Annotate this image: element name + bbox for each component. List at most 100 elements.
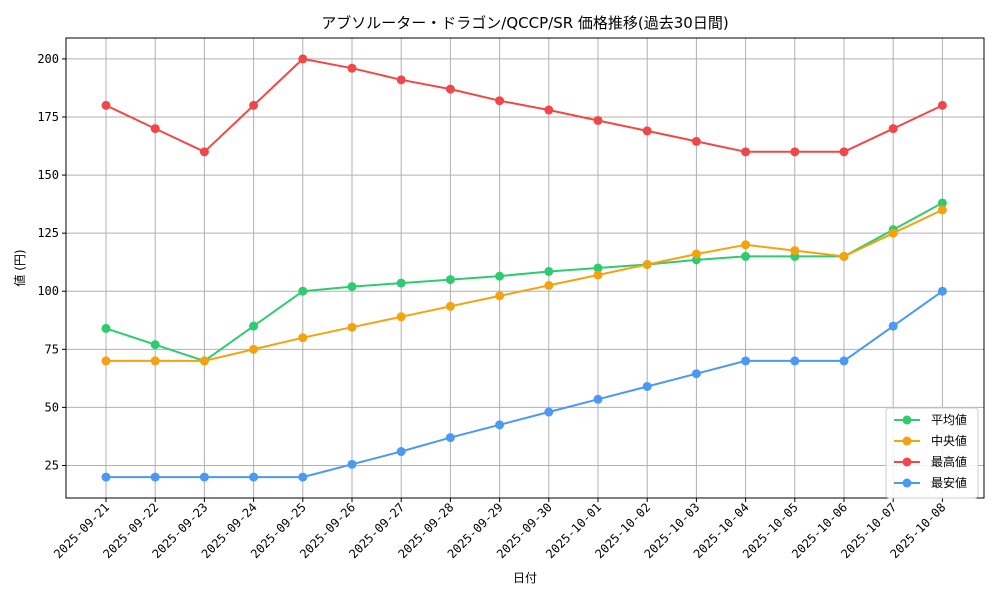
chart-title: アブソルーター・ドラゴン/QCCP/SR 価格推移(過去30日間) (321, 14, 728, 32)
y-tick-label: 125 (37, 226, 59, 240)
legend-label: 平均値 (931, 412, 967, 427)
data-point (593, 263, 603, 273)
series-layer (101, 54, 947, 482)
series-2 (101, 205, 947, 366)
data-point (691, 249, 701, 259)
legend-label: 最高値 (931, 454, 967, 469)
legend-swatch-marker (902, 436, 912, 446)
legend-label: 最安値 (931, 475, 967, 490)
y-axis: 25 50 75 100 125 150 175 200 (37, 52, 66, 472)
data-point (101, 323, 111, 333)
y-tick-label: 150 (37, 168, 59, 182)
series-line (105, 202, 943, 362)
data-point (495, 291, 505, 301)
data-point (741, 147, 751, 157)
data-point (396, 278, 406, 288)
x-axis: 2025-09-212025-09-222025-09-232025-09-24… (51, 498, 949, 561)
data-point (101, 356, 111, 366)
data-point (445, 84, 455, 94)
plot-frame (65, 37, 985, 499)
y-tick-label: 50 (45, 400, 59, 414)
y-tick-label: 175 (37, 110, 59, 124)
grid (66, 38, 984, 498)
data-point (150, 356, 160, 366)
series-line (106, 290, 943, 479)
data-point (642, 260, 652, 270)
data-point (839, 356, 849, 366)
legend-swatch-marker (902, 457, 912, 467)
data-point (888, 124, 898, 134)
data-point (199, 356, 209, 366)
data-point (642, 381, 652, 391)
data-point (150, 124, 160, 134)
data-point (495, 420, 505, 430)
data-point (347, 322, 357, 332)
legend-label: 中央値 (931, 433, 967, 448)
data-point (298, 333, 308, 343)
data-point (741, 240, 751, 250)
series-line (105, 57, 943, 153)
data-point (199, 472, 209, 482)
data-point (593, 270, 603, 280)
data-point (741, 251, 751, 261)
data-point (544, 280, 554, 290)
data-point (937, 100, 947, 110)
data-point (199, 147, 209, 157)
legend-swatch-marker (902, 478, 912, 488)
legend-swatch-marker (902, 415, 912, 425)
data-point (495, 271, 505, 281)
data-point (691, 369, 701, 379)
data-point (544, 407, 554, 417)
series-line (106, 208, 943, 362)
series-4 (101, 286, 947, 482)
data-point (937, 286, 947, 296)
data-point (593, 394, 603, 404)
y-tick-label: 100 (37, 284, 59, 298)
data-point (445, 433, 455, 443)
data-point (298, 286, 308, 296)
data-point (298, 54, 308, 64)
data-point (249, 472, 259, 482)
data-point (937, 205, 947, 215)
data-point (347, 459, 357, 469)
data-point (593, 115, 603, 125)
data-point (150, 340, 160, 350)
series-1 (101, 198, 947, 366)
data-point (741, 356, 751, 366)
data-point (642, 126, 652, 136)
data-point (396, 75, 406, 85)
data-point (691, 136, 701, 146)
data-point (888, 228, 898, 238)
data-point (249, 321, 259, 331)
data-point (445, 275, 455, 285)
legend-box (885, 407, 979, 499)
data-point (544, 266, 554, 276)
data-point (249, 100, 259, 110)
data-point (298, 472, 308, 482)
data-point (839, 147, 849, 157)
data-point (937, 198, 947, 208)
y-tick-label: 75 (45, 342, 59, 356)
data-point (101, 100, 111, 110)
series-3 (101, 54, 947, 157)
data-point (790, 246, 800, 256)
data-point (445, 301, 455, 311)
data-point (101, 472, 111, 482)
data-point (396, 312, 406, 322)
y-tick-label: 200 (37, 52, 59, 66)
x-axis-title: 日付 (513, 571, 537, 585)
data-point (495, 96, 505, 106)
data-point (347, 63, 357, 73)
data-point (347, 282, 357, 292)
data-point (396, 447, 406, 457)
data-point (249, 344, 259, 354)
data-point (150, 472, 160, 482)
data-point (839, 251, 849, 261)
data-point (790, 147, 800, 157)
y-tick-label: 25 (45, 458, 59, 472)
data-point (790, 356, 800, 366)
y-axis-title: 値 (円) (12, 249, 27, 286)
data-point (888, 321, 898, 331)
